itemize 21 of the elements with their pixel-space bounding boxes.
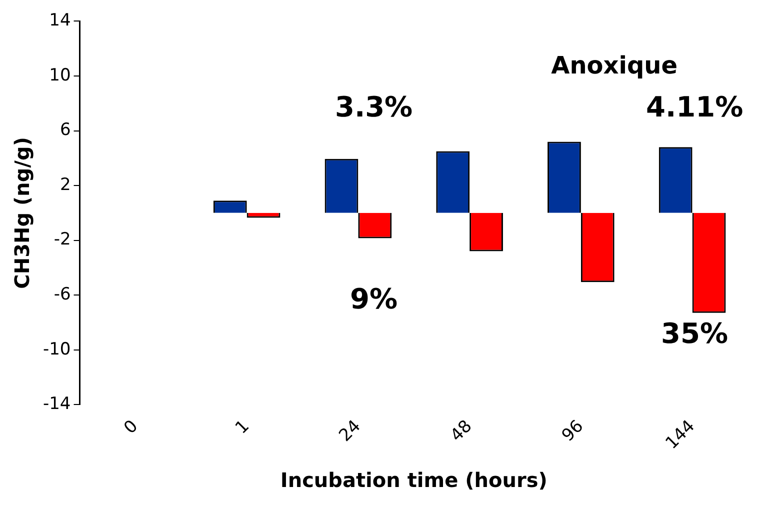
y-tick-label: 10 bbox=[49, 65, 71, 86]
x-tick-label: 144 bbox=[662, 416, 699, 454]
y-tick-label: 14 bbox=[49, 10, 71, 31]
x-tick-label: 96 bbox=[558, 416, 588, 446]
x-tick-label: 1 bbox=[232, 416, 254, 438]
x-tick-label: 24 bbox=[335, 416, 365, 446]
annotation: 3.3% bbox=[334, 90, 413, 124]
annotation: Anoxique bbox=[551, 51, 678, 80]
x-tick-label: 0 bbox=[120, 416, 142, 438]
x-tick-label: 48 bbox=[446, 416, 476, 446]
annotation: 4.11% bbox=[646, 90, 744, 124]
y-tick-label: -6 bbox=[54, 284, 71, 304]
annotation: 35% bbox=[661, 316, 728, 350]
y-tick-label: 6 bbox=[60, 120, 71, 140]
y-axis-title: CH3Hg (ng/g) bbox=[10, 137, 34, 289]
y-tick-label: 2 bbox=[60, 174, 71, 195]
y-tick-label: -2 bbox=[54, 230, 71, 250]
x-axis-title: Incubation time (hours) bbox=[280, 468, 548, 492]
y-tick-label: -10 bbox=[42, 339, 71, 360]
y-tick-label: -14 bbox=[42, 394, 71, 414]
annotation: 9% bbox=[350, 282, 398, 316]
